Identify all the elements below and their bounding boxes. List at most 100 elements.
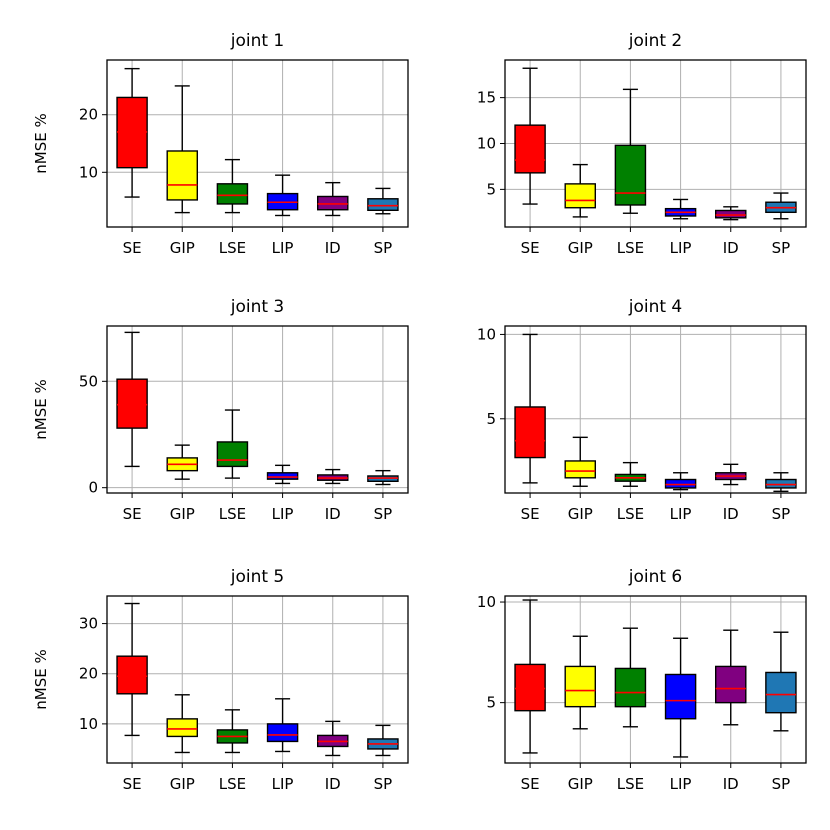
axes-frame <box>504 595 807 764</box>
box-sp <box>765 631 797 732</box>
box-gip <box>166 444 198 480</box>
axes-frame <box>106 325 409 494</box>
iqr-box <box>166 150 198 201</box>
box-lip <box>266 698 299 753</box>
box-se <box>514 333 546 484</box>
iqr-box <box>216 441 249 468</box>
iqr-box <box>564 665 597 708</box>
box-sp <box>367 724 399 757</box>
iqr-box <box>614 667 647 708</box>
y-tick-label: 5 <box>486 694 496 712</box>
box-lip <box>664 637 697 758</box>
chart-panel-4: 5 10 SE GIP LSE LIP ID SP joint 4 <box>477 297 807 523</box>
y-axis-label: nMSE % <box>32 379 50 439</box>
chart-panel-1: 10 20 SE GIP LSE LIP ID SP joint 1 nMSE % <box>32 31 409 257</box>
box-se <box>514 67 546 205</box>
iqr-box <box>765 478 797 489</box>
box-lse <box>216 709 249 754</box>
y-tick-label: 20 <box>79 665 98 683</box>
iqr-box <box>514 406 546 459</box>
x-tick-label: SE <box>521 505 540 523</box>
chart-title: joint 5 <box>230 567 285 587</box>
x-tick-label: ID <box>325 505 341 523</box>
y-tick-label: 10 <box>79 163 98 181</box>
x-tick-label: SE <box>123 775 142 793</box>
x-tick-label: SE <box>123 239 142 257</box>
chart-title: joint 2 <box>628 31 683 51</box>
y-tick-label: 5 <box>486 410 496 428</box>
iqr-box <box>514 124 546 174</box>
x-tick-label: LIP <box>670 505 692 523</box>
box-id <box>715 206 747 221</box>
box-gip <box>166 85 198 214</box>
x-tick-label: LSE <box>219 775 246 793</box>
y-tick-label: 0 <box>88 479 98 497</box>
box-lse <box>216 409 249 479</box>
x-tick-label: LIP <box>272 775 294 793</box>
x-tick-label: LSE <box>617 505 644 523</box>
x-tick-label: GIP <box>170 505 195 523</box>
x-tick-label: GIP <box>568 775 593 793</box>
chart-title: joint 1 <box>230 31 285 51</box>
box-gip <box>166 694 198 754</box>
box-lip <box>664 198 697 220</box>
x-tick-label: LIP <box>670 775 692 793</box>
box-lip <box>664 472 697 491</box>
y-tick-label: 10 <box>79 715 98 733</box>
x-tick-label: ID <box>325 775 341 793</box>
iqr-box <box>664 478 697 489</box>
iqr-box <box>514 663 546 712</box>
y-tick-label: 30 <box>79 615 98 633</box>
x-tick-label: GIP <box>170 775 195 793</box>
x-tick-label: LSE <box>219 239 246 257</box>
chart-title: joint 4 <box>628 297 683 317</box>
iqr-box <box>266 472 299 480</box>
x-tick-label: ID <box>325 239 341 257</box>
box-lse <box>614 88 647 214</box>
iqr-box <box>116 378 148 429</box>
x-tick-label: SP <box>374 775 393 793</box>
axes-frame <box>504 325 807 494</box>
chart-panel-5: 10 20 30 SE GIP LSE LIP ID SP joint 5 nMSE % <box>32 567 409 793</box>
x-tick-label: SP <box>772 775 791 793</box>
x-tick-label: SE <box>521 239 540 257</box>
box-lse <box>216 158 249 214</box>
x-tick-label: SE <box>123 505 142 523</box>
iqr-box <box>367 198 399 212</box>
box-sp <box>765 192 797 220</box>
iqr-box <box>564 183 597 209</box>
box-sp <box>367 187 399 215</box>
box-id <box>317 181 349 217</box>
iqr-box <box>166 718 198 738</box>
box-se <box>116 331 148 468</box>
chart-panel-6: 5 10 SE GIP LSE LIP ID SP joint 6 <box>477 567 807 793</box>
x-tick-label: LSE <box>617 775 644 793</box>
box-sp <box>765 472 797 493</box>
x-tick-label: SP <box>374 239 393 257</box>
y-tick-label: 10 <box>477 593 496 611</box>
x-tick-label: LSE <box>617 239 644 257</box>
x-tick-label: GIP <box>568 505 593 523</box>
x-tick-label: GIP <box>170 239 195 257</box>
box-id <box>715 463 747 486</box>
y-tick-label: 50 <box>79 372 98 390</box>
y-axis-label: nMSE % <box>32 113 50 173</box>
box-gip <box>564 436 597 487</box>
x-tick-label: GIP <box>568 239 593 257</box>
iqr-box <box>715 209 747 219</box>
x-tick-label: LIP <box>272 505 294 523</box>
box-id <box>317 468 349 485</box>
x-tick-label: ID <box>723 505 739 523</box>
x-tick-label: ID <box>723 775 739 793</box>
x-tick-label: SP <box>374 505 393 523</box>
iqr-box <box>266 723 299 743</box>
x-tick-label: SP <box>772 239 791 257</box>
box-gip <box>564 635 597 730</box>
box-se <box>116 67 148 198</box>
axes-frame <box>106 595 409 764</box>
iqr-box <box>715 665 747 704</box>
box-se <box>514 599 546 754</box>
chart-panel-2: 5 10 15 SE GIP LSE LIP ID SP joint 2 <box>477 31 807 257</box>
box-se <box>116 602 148 737</box>
